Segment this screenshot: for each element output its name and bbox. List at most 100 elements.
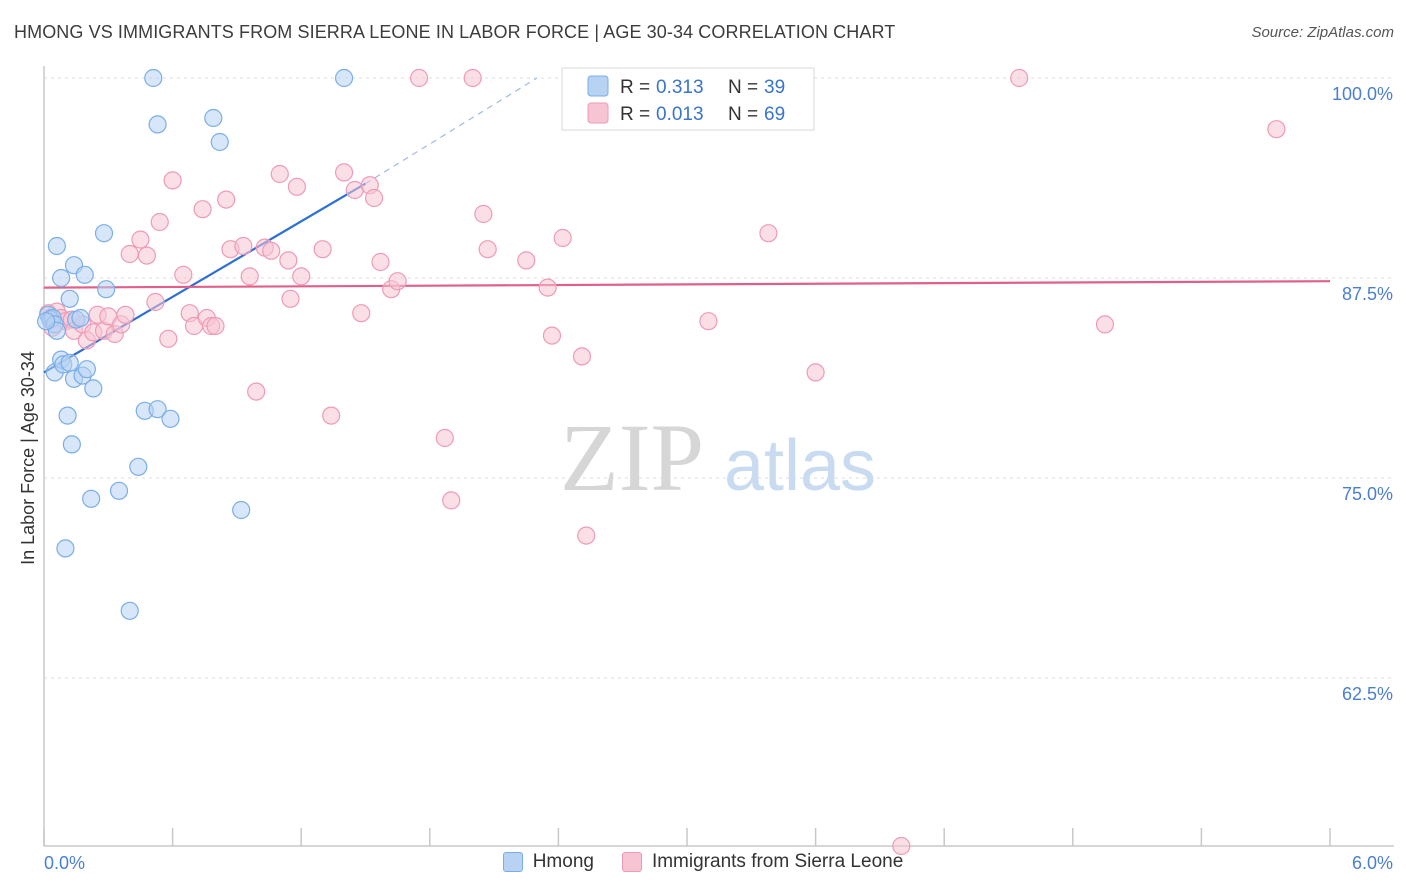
sierra-leone-point-67	[806, 363, 825, 382]
sierra-leone-point-62	[553, 228, 572, 248]
hmong-point-34	[204, 108, 223, 128]
sierra-leone-point-33	[234, 236, 253, 256]
hmong-point-12	[60, 289, 79, 308]
axes	[43, 66, 1394, 847]
hmong-point-36	[232, 500, 251, 520]
y-tick-label-1: 75.0%	[1342, 484, 1393, 504]
x-tick-label-0: 0.0%	[44, 853, 85, 873]
data-points	[37, 68, 1286, 856]
sierra-leone-point-59	[517, 251, 536, 270]
sierra-leone-point-22	[159, 329, 178, 348]
hmong-trend-line	[43, 182, 367, 374]
sierra-leone-point-53	[409, 68, 429, 88]
hmong-point-13	[60, 353, 79, 372]
trend-lines	[43, 77, 1331, 374]
sierra-leone-trend-line	[43, 280, 1331, 289]
y-tick-labels: 62.5% 75.0% 87.5% 100.0%	[1332, 84, 1393, 704]
hmong-point-33	[161, 409, 180, 428]
sierra-leone-point-40	[281, 289, 300, 308]
hmong-point-32	[148, 400, 167, 419]
sierra-leone-point-38	[270, 164, 289, 184]
hmong-trend-extension	[365, 77, 538, 185]
hmong-point-22	[82, 489, 101, 508]
stats-r-label-sierra-leone: R =	[620, 104, 650, 125]
sierra-leone-point-46	[345, 180, 364, 200]
sierra-leone-point-54	[435, 428, 454, 448]
legend-item-sierra-leone[interactable]: Immigrants from Sierra Leone	[621, 851, 904, 873]
hmong-point-8	[52, 268, 71, 288]
sierra-leone-point-39	[279, 251, 298, 270]
sierra-leone-point-43	[313, 240, 332, 259]
hmong-point-31	[148, 115, 167, 134]
sierra-leone-point-65	[699, 312, 718, 331]
legend-label-sierra-leone: Immigrants from Sierra Leone	[651, 851, 904, 872]
hmong-point-28	[129, 457, 148, 476]
sierra-leone-point-23	[163, 171, 182, 190]
sierra-leone-point-17	[120, 244, 139, 264]
hmong-point-38	[37, 312, 56, 331]
hmong-point-25	[97, 280, 116, 299]
chart-title: HMONG VS IMMIGRANTS FROM SIERRA LEONE IN…	[14, 22, 896, 42]
sierra-leone-point-63	[572, 347, 592, 366]
stats-n-label-hmong: N =	[728, 77, 758, 98]
hmong-point-27	[120, 601, 139, 620]
sierra-leone-point-56	[463, 68, 482, 88]
sierra-leone-point-18	[131, 230, 150, 249]
stats-r-label-hmong: R =	[620, 77, 650, 98]
sierra-leone-point-20	[146, 292, 165, 312]
hmong-point-10	[56, 539, 75, 558]
sierra-leone-point-50	[371, 252, 390, 272]
sierra-leone-point-35	[247, 382, 266, 401]
sierra-leone-point-19	[137, 246, 156, 265]
hmong-point-26	[109, 481, 129, 500]
sierra-leone-point-16	[116, 305, 135, 324]
sierra-leone-point-44	[322, 406, 341, 425]
hmong-point-14	[62, 435, 81, 454]
sierra-leone-point-68	[892, 836, 911, 856]
hmong-point-24	[94, 224, 114, 243]
sierra-leone-point-52	[388, 272, 407, 291]
sierra-leone-point-49	[364, 188, 384, 208]
series-legend: Hmong Immigrants from Sierra Leone	[0, 851, 1406, 873]
sierra-leone-point-70	[1095, 315, 1115, 334]
legend-swatch-hmong	[502, 852, 523, 872]
legend-label-hmong: Hmong	[532, 851, 594, 872]
watermark-zip: ZIP	[560, 404, 704, 511]
stats-swatch-sierra-leone	[587, 102, 609, 124]
sierra-leone-point-71	[1267, 120, 1286, 139]
sierra-leone-point-47	[352, 304, 371, 323]
y-tick-label-3: 100.0%	[1332, 84, 1393, 104]
sierra-leone-point-69	[1010, 68, 1029, 88]
sierra-leone-point-24	[174, 265, 193, 284]
hmong-point-35	[210, 132, 229, 152]
hmong-point-6	[47, 236, 66, 256]
hmong-point-11	[58, 406, 77, 425]
sierra-leone-point-55	[442, 491, 461, 510]
sierra-leone-point-37	[262, 241, 281, 260]
hmong-point-21	[77, 360, 96, 379]
stats-n-value-sierra-leone: 69	[764, 104, 785, 125]
sierra-leone-point-41	[287, 177, 307, 196]
sierra-leone-point-58	[478, 240, 497, 259]
stats-legend: R = 0.313 N = 39 R = 0.013 N = 69	[561, 67, 815, 131]
stats-r-value-sierra-leone: 0.013	[656, 104, 704, 125]
sierra-leone-point-42	[292, 267, 311, 286]
sierra-leone-point-60	[538, 278, 557, 297]
y-axis-label: In Labor Force | Age 30-34	[18, 351, 38, 565]
hmong-point-37	[334, 68, 354, 88]
stats-r-value-hmong: 0.313	[656, 77, 704, 98]
sierra-leone-point-66	[759, 224, 778, 243]
y-tick-label-2: 87.5%	[1342, 284, 1393, 304]
x-tick-labels: 0.0% 6.0%	[44, 853, 1393, 873]
legend-swatch-sierra-leone	[621, 852, 642, 872]
hmong-point-30	[144, 68, 163, 88]
hmong-point-18	[71, 308, 90, 328]
legend-item-hmong[interactable]: Hmong	[502, 851, 594, 873]
watermark: ZIP atlas	[560, 404, 876, 511]
sierra-leone-point-57	[474, 204, 493, 224]
sierra-leone-point-45	[334, 163, 354, 182]
sierra-leone-point-27	[193, 200, 212, 219]
source-label: Source: ZipAtlas.com	[1251, 24, 1394, 41]
stats-n-label-sierra-leone: N =	[728, 104, 758, 125]
